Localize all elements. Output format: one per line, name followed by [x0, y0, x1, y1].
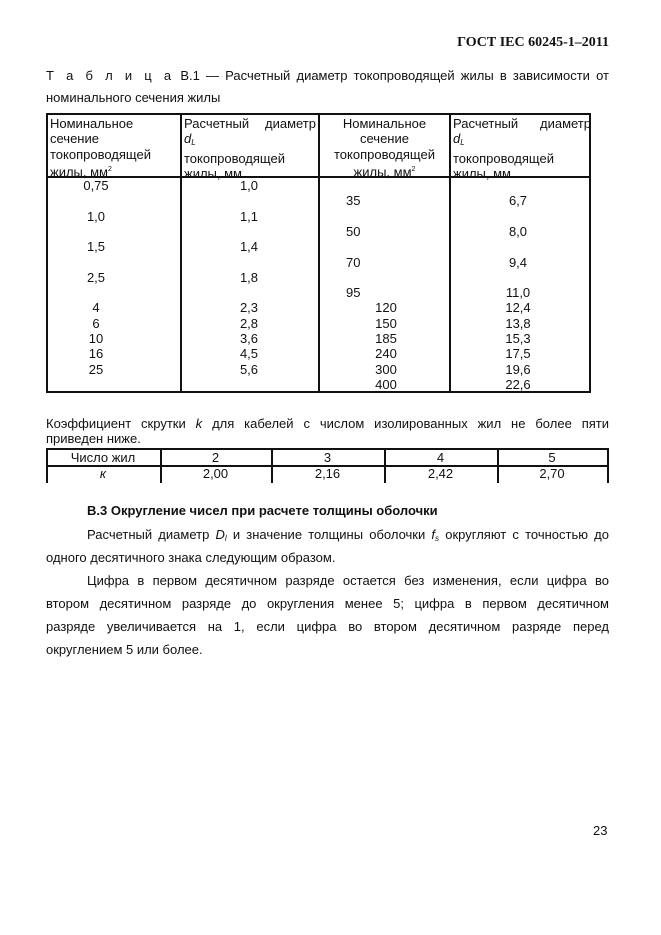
diameter-table: Номинальное сечение токопроводящей жилы, мм…	[46, 113, 591, 393]
caption-number: В.1	[180, 68, 200, 83]
diameter-value: 4,5	[239, 346, 259, 362]
conductor-count-cell: 2	[211, 450, 220, 465]
section-value: 2,5	[86, 269, 106, 285]
section-value: 150	[375, 315, 397, 331]
table-caption-line2: номинального сечения жилы	[46, 90, 221, 105]
section-value: 50	[346, 223, 361, 239]
section-value: 35	[346, 193, 361, 209]
twist-coefficient-cell: 2,16	[314, 466, 341, 481]
twist-table: Число жил 2 3 4 5 к 2,00 2,16 2,42 2,70	[46, 448, 609, 483]
diameter-value: 1,8	[239, 269, 259, 285]
conductor-count-cell: 4	[436, 450, 445, 465]
twist-coefficient-cell: к	[99, 466, 107, 481]
diameter-value: 19,6	[505, 361, 531, 377]
diameter-value: 1,4	[239, 239, 259, 255]
section-value: 185	[375, 331, 397, 346]
standard-header: ГОСТ IEC 60245-1–2011	[457, 35, 609, 50]
diameter-value: 22,6	[505, 376, 531, 392]
diameter-value: 9,4	[508, 254, 528, 270]
paragraph-1-line1: Расчетный диаметр Dl и значение толщины …	[87, 527, 609, 543]
caption-label: Т а б л и ц а	[46, 68, 175, 83]
section-value: 16	[88, 346, 104, 362]
diameter-value: 1,1	[239, 208, 259, 224]
section-value: 1,5	[86, 239, 106, 255]
section-value: 70	[346, 254, 361, 270]
twist-coefficient-cell: 2,42	[427, 466, 454, 481]
header-col2: Расчетный диаметр dL токопроводящей жилы, м…	[184, 116, 316, 181]
header-col4: Расчетный диаметр dL токопроводящей жилы, м…	[453, 116, 591, 181]
section-value: 0,75	[83, 178, 109, 193]
diameter-value: 13,8	[505, 315, 531, 331]
section-value: 300	[375, 361, 397, 377]
section-value: 6	[92, 315, 100, 331]
diameter-value: 8,0	[508, 223, 528, 239]
diameter-value: 1,0	[239, 178, 259, 193]
section-value: 4	[92, 300, 100, 316]
twist-coefficient-cell: 2,70	[539, 466, 565, 481]
section-value: 10	[88, 331, 104, 346]
section-value: 120	[375, 300, 397, 316]
diameter-value: 2,3	[239, 300, 259, 316]
twist-coefficient-cell: 2,00	[202, 466, 229, 481]
paragraph-2-line3: разряде увеличивается на 1, если цифра в…	[46, 619, 609, 634]
section-value: 1,0	[86, 208, 106, 224]
diameter-value: 6,7	[508, 193, 528, 209]
section-value: 95	[346, 285, 361, 301]
conductor-count-cell: 3	[323, 450, 332, 465]
header-col3: Номинальное сечение токопроводящей жилы, мм…	[334, 116, 435, 180]
diameter-value: 3,6	[239, 331, 259, 346]
paragraph-2-line4: округлением 5 или более.	[46, 642, 203, 657]
diameter-value: 15,3	[505, 331, 531, 346]
paragraph-1-line2: одного десятичного знака следующим образ…	[46, 550, 336, 565]
diameter-value: 11,0	[505, 285, 531, 301]
section-value: 240	[375, 346, 397, 362]
diameter-value: 12,4	[505, 300, 531, 316]
conductor-count-cell: 5	[548, 450, 556, 465]
page-number: 23	[593, 823, 608, 838]
paragraph-2-line2: втором десятичном разряде до округления …	[46, 596, 609, 611]
header-col1: Номинальное сечение токопроводящей жилы, мм…	[50, 116, 151, 180]
table-caption-line1: Т а б л и ц а В.1 — Расчетный диаметр то…	[46, 68, 609, 83]
paragraph-2-line1: Цифра в первом десятичном разряде остает…	[87, 573, 609, 588]
section-value: 25	[88, 361, 104, 377]
caption-text: — Расчетный диаметр токопроводящей жилы …	[206, 68, 609, 83]
diameter-value: 17,5	[505, 346, 531, 362]
conductor-count-cell: Число жил	[70, 450, 136, 465]
twist-intro-line2: приведен ниже.	[46, 431, 141, 446]
section-heading: В.3 Округление чисел при расчете толщины…	[87, 503, 438, 518]
twist-intro-line1: Коэффициент скрутки k для кабелей с числ…	[46, 416, 609, 431]
section-value: 400	[375, 376, 397, 392]
diameter-value: 5,6	[239, 361, 259, 377]
diameter-value: 2,8	[239, 315, 259, 331]
